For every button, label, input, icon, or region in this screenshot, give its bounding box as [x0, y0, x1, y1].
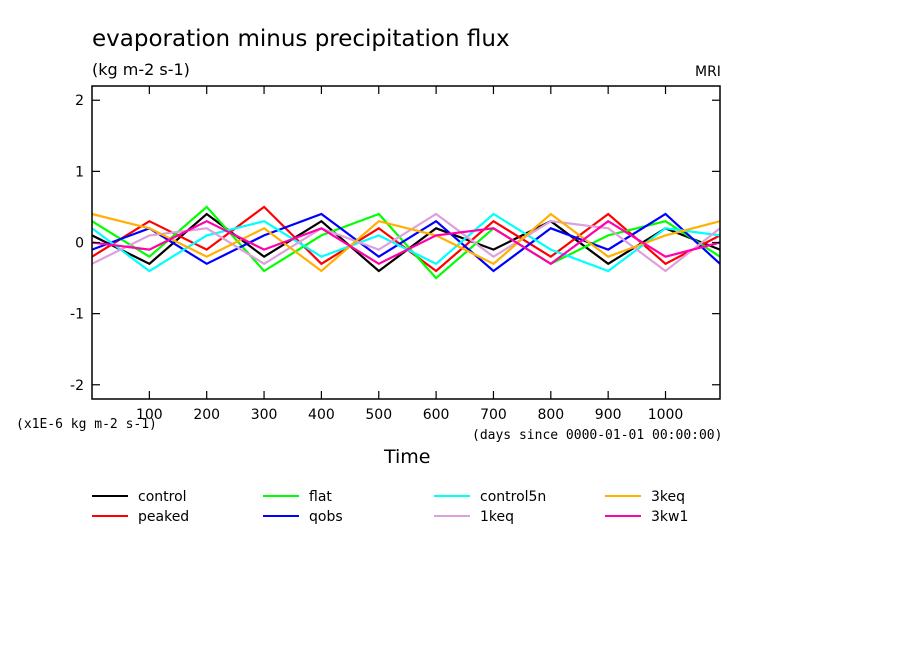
x-tick-label: 400: [308, 407, 335, 423]
legend: control peaked flat qobs control5n 1keq 3keq 3k…: [92, 489, 688, 525]
y-tick-label: -1: [70, 307, 84, 323]
x-tick-label: 300: [251, 407, 278, 423]
series-line-1keq: [91, 212, 721, 273]
legend-label: control: [138, 489, 187, 505]
legend-label: flat: [309, 489, 332, 505]
legend-label: peaked: [138, 509, 189, 525]
legend-item-flat: flat: [263, 489, 332, 505]
series-line-qobs: [91, 212, 721, 273]
x-tick-label: 500: [365, 407, 392, 423]
series-line-flat: [91, 205, 721, 280]
y-tick-label: 2: [75, 93, 84, 109]
source-label: MRI: [695, 64, 721, 80]
legend-label: control5n: [480, 489, 546, 505]
series-line-3keq: [91, 212, 721, 273]
x-axis-label: Time: [383, 446, 431, 468]
x-tick-label: 600: [423, 407, 450, 423]
legend-label: 1keq: [480, 509, 514, 525]
legend-label: 3keq: [651, 489, 685, 505]
chart-title: evaporation minus precipitation flux: [92, 26, 510, 52]
legend-item-peaked: peaked: [92, 509, 189, 525]
legend-item-3keq: 3keq: [605, 489, 685, 505]
legend-item-qobs: qobs: [263, 509, 343, 525]
x-tick-label: 100: [136, 407, 163, 423]
legend-item-control: control: [92, 489, 187, 505]
legend-item-1keq: 1keq: [434, 509, 514, 525]
y-tick-label: 0: [75, 236, 84, 252]
chart-subtitle: (kg m-2 s-1): [92, 60, 190, 79]
series-line-3kw1: [91, 219, 721, 266]
legend-label: qobs: [309, 509, 343, 525]
x-tick-label: 1000: [648, 407, 684, 423]
y-tick-label: -2: [70, 378, 84, 394]
series-layer: [91, 205, 721, 280]
x-units-label: (days since 0000-01-01 00:00:00): [472, 428, 722, 443]
legend-item-3kw1: 3kw1: [605, 509, 688, 525]
x-tick-label: 800: [537, 407, 564, 423]
y-tick-label: 1: [75, 164, 84, 180]
legend-label: 3kw1: [651, 509, 688, 525]
x-tick-label: 200: [193, 407, 220, 423]
x-tick-label: 700: [480, 407, 507, 423]
legend-item-control5n: control5n: [434, 489, 546, 505]
x-tick-label: 900: [595, 407, 622, 423]
tick-layer: -2 -1 0 1 2 100 200 300 400 500 600 700 800 900 1000: [70, 86, 720, 423]
y-scale-note: (x1E-6 kg m-2 s-1): [16, 417, 157, 432]
